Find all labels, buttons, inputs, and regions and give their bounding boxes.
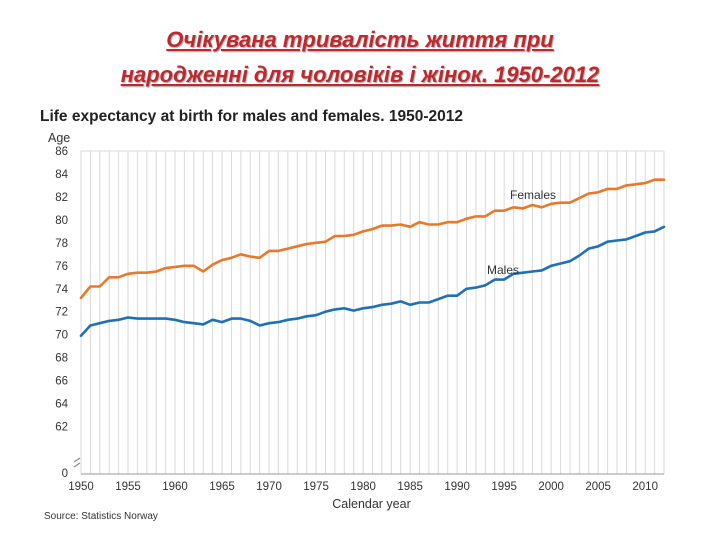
x-axis-label: Calendar year — [332, 497, 411, 511]
x-tick-label-2005: 2005 — [585, 481, 611, 493]
series-line-females — [79, 178, 666, 300]
x-tick-label-1950: 1950 — [68, 481, 94, 493]
y-tick-label-86: 86 — [55, 146, 68, 158]
y-tick-label-72: 72 — [55, 307, 68, 319]
slide-title: Очікувана тривалість життя при народженн… — [0, 22, 720, 92]
y-tick-label-62: 62 — [55, 422, 68, 434]
y-tick-label-68: 68 — [55, 353, 68, 365]
x-tick-label-1965: 1965 — [209, 481, 235, 493]
y-tick-label-70: 70 — [55, 330, 68, 342]
y-tick-label-0: 0 — [62, 468, 68, 480]
y-tick-label-84: 84 — [55, 169, 68, 181]
x-tick-label-1990: 1990 — [444, 481, 470, 493]
x-tick-label-1955: 1955 — [115, 481, 141, 493]
slide-title-line-1: Очікувана тривалість життя при — [166, 27, 554, 52]
y-tick-label-76: 76 — [55, 261, 68, 273]
x-tick-label-1985: 1985 — [397, 481, 423, 493]
source-note: Source: Statistics Norway — [44, 511, 158, 522]
x-tick-label-1980: 1980 — [350, 481, 376, 493]
x-tick-label-1995: 1995 — [491, 481, 517, 493]
x-tick-label-2010: 2010 — [632, 481, 658, 493]
y-tick-label-64: 64 — [55, 399, 68, 411]
slide-title-line-2: народженні для чоловіків і жінок. 1950-2… — [120, 62, 600, 87]
x-tick-label-1960: 1960 — [162, 481, 188, 493]
series-line-males — [79, 225, 666, 338]
series-label-males: Males — [487, 263, 519, 277]
y-tick-label-74: 74 — [55, 284, 68, 296]
chart-title: Life expectancy at birth for males and f… — [40, 108, 463, 125]
x-tick-label-1975: 1975 — [303, 481, 329, 493]
y-tick-label-82: 82 — [55, 192, 68, 204]
y-tick-label-80: 80 — [55, 215, 68, 227]
y-axis-break-mark — [73, 457, 81, 468]
y-axis-label: Age — [48, 131, 70, 145]
y-tick-label-66: 66 — [55, 376, 68, 388]
series-label-females: Females — [510, 188, 556, 202]
x-tick-label-1970: 1970 — [256, 481, 282, 493]
x-tick-label-2000: 2000 — [538, 481, 564, 493]
y-tick-label-78: 78 — [55, 238, 68, 250]
